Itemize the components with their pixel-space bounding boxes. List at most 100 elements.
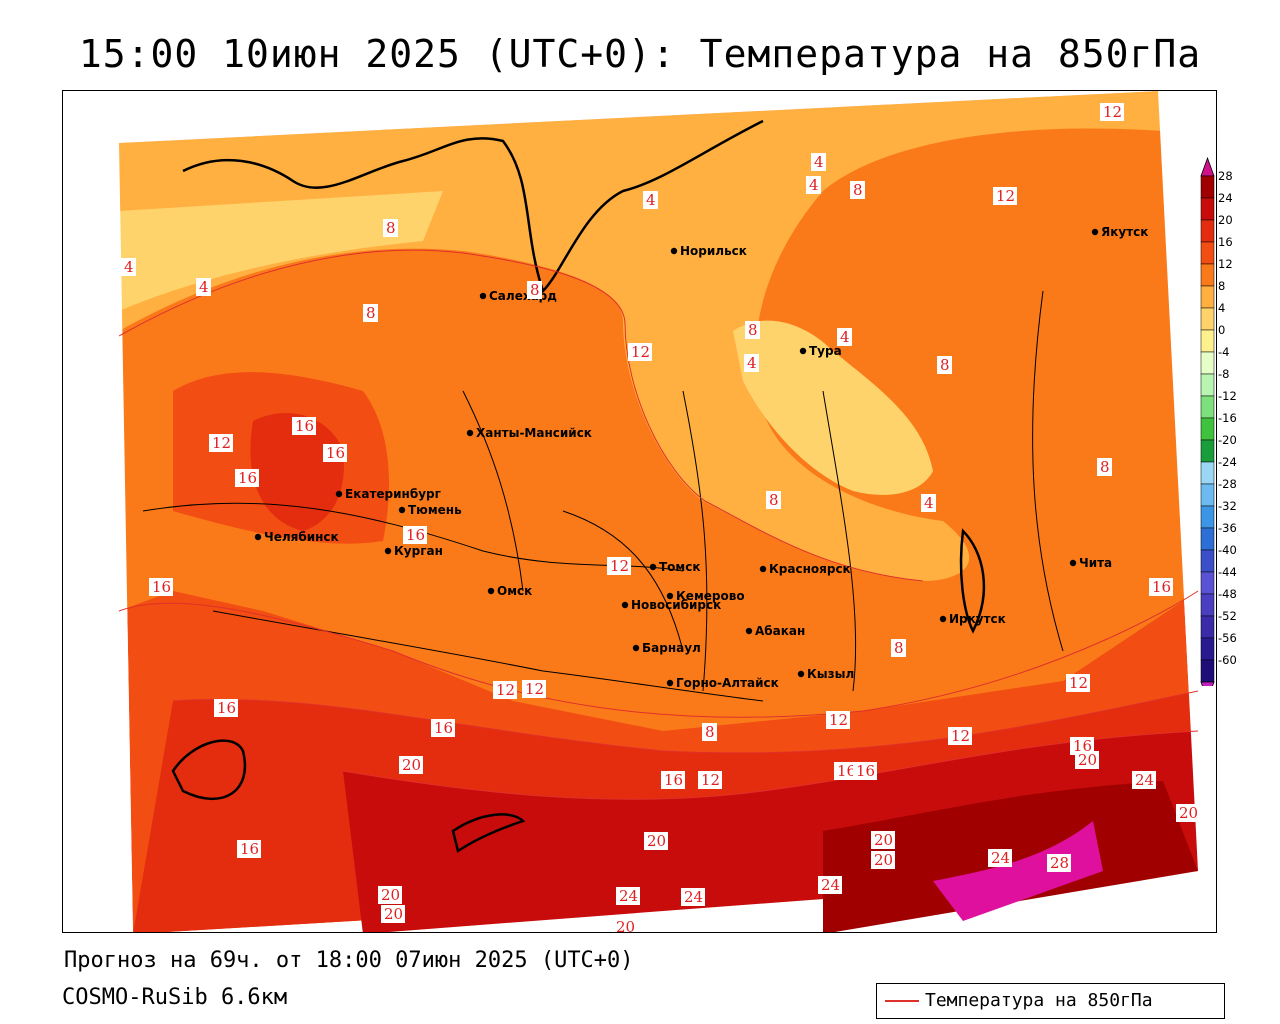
isotherm-label: 4 [643,191,658,209]
city-marker[interactable]: Омск [487,584,532,598]
isotherm-label: 16 [1070,737,1094,755]
isotherm-label-bg [209,434,233,452]
colorbar-swatch [1200,505,1215,529]
isotherm-label-bg [993,187,1017,205]
isotherm-label-text: 24 [821,876,840,894]
colorbar-tick-label: -20 [1218,433,1237,447]
isotherm-label-text: 12 [951,727,970,745]
city-marker[interactable]: Горно-Алтайск [666,676,779,690]
isotherm-label-bg [921,494,936,512]
city-marker[interactable]: Тюмень [398,503,462,517]
isotherm-label-text: 16 [664,771,683,789]
isotherm-label-text: 20 [616,918,635,933]
isotherm-label: 4 [837,328,852,346]
city-marker[interactable]: Красноярск [759,562,851,576]
isotherm-label-bg [834,762,858,780]
colorbar-tick-label: -52 [1218,609,1237,623]
city-dot [797,670,805,678]
city-label: Тюмень [408,503,462,517]
isotherm-label-bg [237,840,261,858]
isotherm-label-text: 12 [1103,103,1122,121]
city-marker[interactable]: Челябинск [254,530,339,544]
map-legend: Температура на 850гПа [876,983,1225,1019]
isotherm-label-bg [149,578,173,596]
isotherm-label: 28 [1047,854,1071,872]
isotherm-label-text: 16 [217,699,236,717]
isotherm-label-text: 16 [837,762,856,780]
isotherm-label-bg [698,771,722,789]
isotherm-label-bg [383,219,398,237]
colorbar-swatch [1200,483,1215,507]
city-dot [745,627,753,635]
city-marker[interactable]: Кызыл [797,667,854,681]
city-marker[interactable]: Чита [1069,556,1112,570]
weather-map[interactable]: Норильск Салехард Якутск Тура Ханты-Мансийск… [62,90,1217,933]
isotherm-label-bg [363,304,378,322]
isotherm-label-bg [431,719,455,737]
colorbar-swatch [1200,197,1215,221]
isotherm-label-bg [527,281,542,299]
colorbar-tick-label: -12 [1218,389,1237,403]
city-marker[interactable]: Курган [384,544,443,558]
isotherm-label-bg [871,831,895,849]
colorbar-tick-label: -40 [1218,543,1237,557]
city-dot [666,679,674,687]
isotherm-label-text: 12 [701,771,720,789]
city-dot [799,347,807,355]
isotherm-label-bg [292,417,316,435]
city-marker[interactable]: Якутск [1091,225,1149,239]
isotherm-label-text: 4 [840,328,850,346]
isotherm-label: 16 [214,699,238,717]
isotherm-label: 24 [681,888,705,906]
city-marker[interactable]: Салехард [479,289,557,303]
colorbar-swatch [1200,175,1215,199]
colorbar-tick-label: 16 [1218,235,1233,249]
colorbar-swatch [1200,373,1215,397]
city-label: Новосибирск [631,598,721,612]
city-marker[interactable]: Кемерово [666,589,745,603]
isotherm-label: 20 [1176,804,1200,822]
isotherm-label-text: 8 [1100,458,1110,476]
city-label: Томск [659,560,701,574]
isotherm-label-text: 8 [748,321,758,339]
model-info: COSMO-RuSib 6.6км [62,985,288,1010]
isotherm-label-bg [323,444,347,462]
isotherm-label: 16 [323,444,347,462]
isotherm-label: 4 [921,494,936,512]
isotherm-label-text: 24 [684,888,703,906]
isotherm-label-text: 24 [619,887,638,905]
city-marker[interactable]: Новосибирск [621,598,721,612]
city-marker[interactable]: Екатеринбург [335,487,441,501]
isotherm-label-text: 8 [940,356,950,374]
city-marker[interactable]: Норильск [670,244,747,258]
city-marker[interactable]: Иркутск [939,612,1006,626]
isotherm-label-bg [121,258,136,276]
isotherm-label: 16 [235,469,259,487]
isotherm-label-text: 16 [434,719,453,737]
legend-label: Температура на 850гПа [925,990,1153,1011]
isotherm-label-bg [628,343,652,361]
isotherm-label-bg [811,153,826,171]
city-marker[interactable]: Барнаул [632,641,701,655]
city-label: Кемерово [676,589,745,603]
isotherm-label: 4 [806,176,821,194]
city-marker[interactable]: Ханты-Мансийск [466,426,592,440]
isotherm-label-bg [1075,751,1099,769]
isotherm-label: 24 [616,887,640,905]
city-marker[interactable]: Тура [799,344,842,358]
city-dot [1091,228,1099,236]
isotherm-label: 16 [834,762,858,780]
city-label: Челябинск [264,530,339,544]
isotherm-label: 8 [891,639,906,657]
isotherm-label: 12 [493,681,517,699]
isotherm-label-text: 20 [381,886,400,904]
city-marker[interactable]: Абакан [745,624,805,638]
isotherm-label: 8 [383,219,398,237]
city-marker[interactable]: Томск [649,560,701,574]
colorbar-tick-label: 4 [1218,301,1225,315]
isotherm-label: 20 [871,831,895,849]
city-dot [670,247,678,255]
forecast-info: Прогноз на 69ч. от 18:00 07июн 2025 (UTC… [64,948,634,973]
colorbar-swatch [1200,439,1215,463]
isotherm-label-text: 4 [199,278,209,296]
